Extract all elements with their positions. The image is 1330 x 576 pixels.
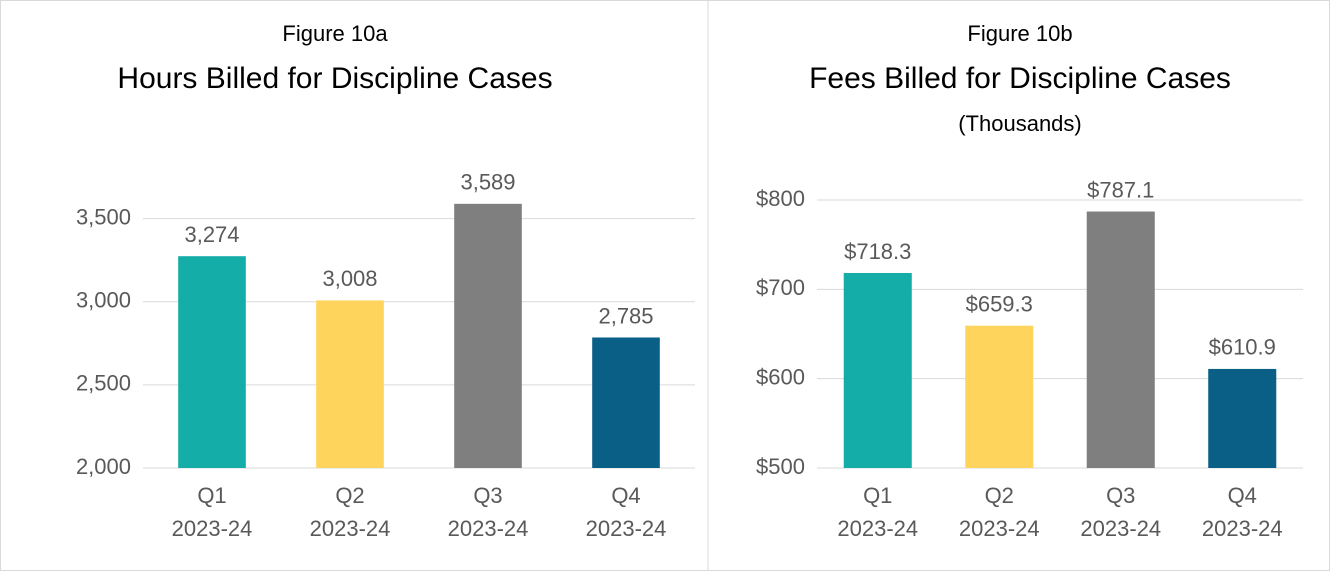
chart-title: Figure 10a [282, 21, 388, 46]
bar [316, 300, 384, 468]
x-tick-label: 2023-24 [448, 516, 529, 541]
y-tick-label: $700 [756, 275, 805, 300]
x-tick-label: 2023-24 [310, 516, 391, 541]
data-label: 2,785 [598, 303, 653, 328]
chart-title: Figure 10b [967, 21, 1072, 46]
x-tick-label: 2023-24 [586, 516, 667, 541]
bar [1086, 211, 1155, 469]
data-label: 3,589 [460, 170, 515, 195]
y-tick-label: 2,000 [76, 454, 131, 479]
y-tick-label: $800 [756, 186, 805, 211]
data-label: $718.3 [844, 239, 911, 264]
x-tick-label: Q4 [611, 483, 640, 508]
bar [843, 272, 912, 468]
chart-subtitle: Fees Billed for Discipline Cases [809, 62, 1231, 95]
x-tick-label: 2023-24 [172, 516, 253, 541]
x-tick-label: Q3 [1106, 483, 1135, 508]
x-tick-label: Q1 [863, 483, 892, 508]
y-tick-label: $500 [756, 454, 805, 479]
x-tick-label: 2023-24 [1080, 516, 1161, 541]
x-tick-label: Q4 [1228, 483, 1257, 508]
bar [965, 325, 1034, 468]
y-tick-label: 2,500 [76, 371, 131, 396]
data-label: 3,008 [322, 266, 377, 291]
x-tick-label: 2023-24 [837, 516, 918, 541]
bar [178, 256, 246, 468]
data-label: $659.3 [966, 292, 1033, 317]
x-tick-label: 2023-24 [959, 516, 1040, 541]
chart-note: (Thousands) [958, 111, 1082, 136]
bar [1208, 368, 1277, 468]
data-label: 3,274 [184, 222, 239, 247]
x-tick-label: Q1 [197, 483, 226, 508]
bar [454, 203, 522, 469]
y-tick-label: 3,500 [76, 204, 131, 229]
x-tick-label: Q3 [473, 483, 502, 508]
chart-subtitle: Hours Billed for Discipline Cases [117, 62, 552, 95]
y-tick-label: $600 [756, 364, 805, 389]
data-label: $610.9 [1209, 335, 1276, 360]
x-tick-label: Q2 [335, 483, 364, 508]
data-label: $787.1 [1087, 177, 1154, 202]
x-tick-label: 2023-24 [1202, 516, 1283, 541]
bar [592, 337, 660, 468]
x-tick-label: Q2 [985, 483, 1014, 508]
y-tick-label: 3,000 [76, 288, 131, 313]
